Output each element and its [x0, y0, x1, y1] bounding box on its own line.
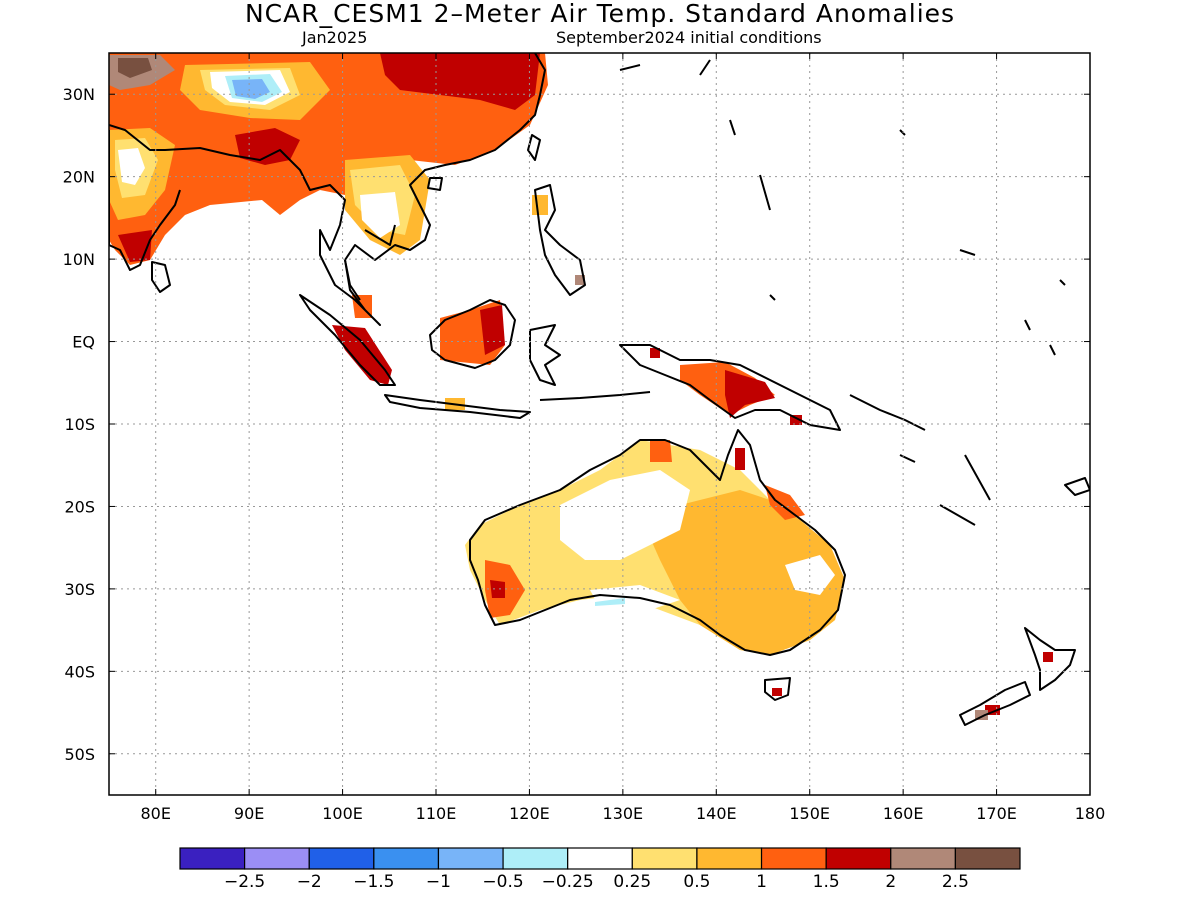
- anomaly-region-australia-west-red: [490, 580, 505, 598]
- anomaly-region-asia-deep-red: [380, 53, 540, 110]
- lon-tick-label: 150E: [789, 804, 830, 823]
- colorbar-swatch: [696, 847, 763, 870]
- colorbar-label: −1: [426, 872, 451, 892]
- coast-java: [384, 394, 531, 419]
- colorbar-swatch: [890, 847, 956, 870]
- anomaly-region-tasmania-red: [772, 688, 782, 696]
- anomaly-region-australia-cool: [595, 598, 625, 606]
- coast-india: [109, 130, 181, 271]
- coast-australia: [469, 429, 846, 656]
- colorbar-label: −2: [297, 872, 322, 892]
- lat-tick-label: 30N: [63, 85, 95, 104]
- lon-tick-label: 90E: [234, 804, 264, 823]
- initial-conditions: September2024 initial conditions: [556, 28, 822, 47]
- axis-ticks: [109, 53, 1091, 795]
- colorbar-label: −0.5: [482, 872, 523, 892]
- coast-malaya: [344, 259, 361, 301]
- anomaly-region-nz-red: [1043, 652, 1053, 662]
- colorbar-swatch: [373, 847, 440, 870]
- axis-labels: 80E 90E 100E 110E 120E 130E 140E 150E 160E 170E 18…: [63, 85, 1106, 823]
- anomaly-region-india-white: [118, 148, 145, 185]
- coast-laos-border: [364, 224, 396, 246]
- colorbar-label: 0.25: [613, 872, 651, 892]
- colorbar-label: 0.5: [683, 872, 710, 892]
- colorbar-swatch: [954, 847, 1021, 870]
- coast-philippines: [534, 184, 586, 296]
- map-title: NCAR_CESM1 2–Meter Air Temp. Standard An…: [244, 0, 956, 28]
- colorbar-swatch: [760, 847, 827, 870]
- anomaly-region-capeyork-red: [735, 448, 745, 470]
- colorbar-swatch: [244, 847, 310, 870]
- lon-tick-label: 110E: [416, 804, 457, 823]
- lat-tick-label: 10N: [63, 250, 95, 269]
- anomaly-region-newguinea-red: [725, 370, 775, 418]
- coast-nz-south: [959, 681, 1031, 726]
- lon-tick-label: 160E: [883, 804, 924, 823]
- coast-lesser-sunda: [539, 391, 651, 401]
- colorbar-label: −0.25: [542, 872, 594, 892]
- coast-solomon-islands: [849, 394, 991, 526]
- lon-tick-label: 170E: [976, 804, 1017, 823]
- anomaly-region-queensland-orange: [765, 485, 805, 520]
- colorbar-swatch: [631, 847, 698, 870]
- anomaly-region-borneo-red: [480, 305, 505, 355]
- coast-asia-mainland: [109, 53, 546, 326]
- lat-tick-label: 30S: [64, 580, 95, 599]
- lon-tick-label: 120E: [509, 804, 550, 823]
- colorbar-swatch: [437, 847, 504, 870]
- anomaly-region-sulawesi-red: [650, 348, 660, 358]
- coast-borneo: [429, 299, 516, 369]
- colorbar-swatch: [308, 847, 375, 870]
- anomaly-region-indochina-white: [360, 192, 400, 238]
- graticule: [109, 53, 1090, 795]
- colorbar-label: 2.5: [942, 872, 969, 892]
- colorbar-swatch: [825, 847, 892, 870]
- colorbar-swatch: [502, 847, 569, 870]
- coast-pacific-islands: [619, 59, 1066, 356]
- coast-hainan: [427, 177, 443, 191]
- lon-tick-label: 140E: [696, 804, 737, 823]
- colorbar-label: 2: [885, 872, 896, 892]
- anomaly-region-asia-deep-red-2: [235, 128, 300, 165]
- colorbar-swatch: [179, 847, 246, 870]
- coastlines: [109, 53, 1090, 726]
- colorbar: −2.5 −2 −1.5 −1 −0.5 −0.25 0.25 0.5 1 1.5 2 2.5: [179, 847, 1021, 892]
- lon-tick-label: 130E: [603, 804, 644, 823]
- anomaly-region-australia-yellow: [640, 490, 845, 655]
- anomaly-region-himalaya-brown-dark: [118, 58, 152, 78]
- lat-tick-label: 20S: [64, 497, 95, 516]
- forecast-month: Jan2025: [302, 28, 368, 47]
- coast-srilanka: [151, 261, 171, 293]
- lon-tick-label: 180: [1075, 804, 1106, 823]
- coast-fiji: [1064, 477, 1090, 496]
- anomaly-region-luzon: [532, 195, 548, 215]
- coast-newguinea: [619, 344, 841, 431]
- colorbar-label: −1.5: [353, 872, 394, 892]
- colorbar-label: −2.5: [224, 872, 265, 892]
- lat-tick-label: 10S: [64, 415, 95, 434]
- coast-sulawesi: [529, 324, 561, 386]
- coast-sumatra: [299, 294, 396, 386]
- lat-tick-label: 40S: [64, 662, 95, 681]
- colorbar-label: 1.5: [813, 872, 840, 892]
- lon-tick-label: 80E: [140, 804, 170, 823]
- lat-tick-label: 20N: [63, 168, 95, 187]
- colorbar-swatch: [567, 847, 633, 870]
- anomaly-region-sumatra-red: [332, 325, 392, 385]
- lon-tick-label: 100E: [322, 804, 363, 823]
- anomaly-region-australia-north-orange: [650, 440, 672, 462]
- anomaly-shading: [109, 53, 1053, 720]
- lat-tick-label: EQ: [72, 333, 95, 352]
- colorbar-label: 1: [756, 872, 767, 892]
- coast-nz-north: [1024, 627, 1076, 691]
- anomaly-region-australia-white-center: [560, 470, 690, 560]
- lat-tick-label: 50S: [64, 745, 95, 764]
- coast-tasmania: [764, 677, 791, 701]
